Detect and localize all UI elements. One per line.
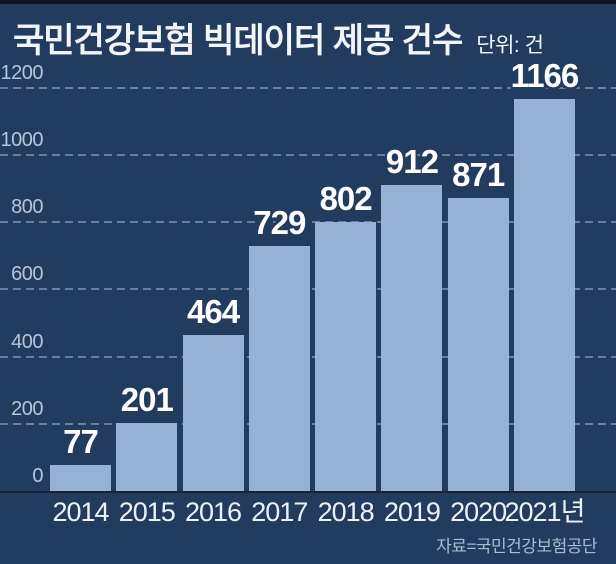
y-axis-tick-label-1200: 1200 xyxy=(0,61,44,84)
bar-2014 xyxy=(50,465,111,491)
chart-header: 국민건강보험 빅데이터 제공 건수 단위: 건 xyxy=(13,13,608,62)
y-axis-tick-label-400: 400 xyxy=(11,330,43,353)
bar-value-label-2018: 802 xyxy=(319,179,373,217)
y-axis-tick-label-800: 800 xyxy=(11,196,43,219)
x-axis-label-2014: 2014 xyxy=(52,497,109,527)
x-axis-label-2018: 2018 xyxy=(317,497,375,527)
x-axis-line xyxy=(0,491,616,493)
x-axis-label-2020: 2020 xyxy=(450,497,507,527)
bar-value-label-2021년: 1166 xyxy=(510,57,580,95)
x-axis-label-2016: 2016 xyxy=(185,497,242,527)
gridline-800 xyxy=(0,221,616,224)
y-axis-tick-label-0: 0 xyxy=(32,465,43,487)
bar-value-label-2017: 729 xyxy=(253,204,306,242)
bar-2018 xyxy=(315,221,377,491)
bar-2020 xyxy=(447,198,509,491)
chart-title: 국민건강보험 빅데이터 제공 건수 xyxy=(13,22,463,60)
x-axis-label-2015: 2015 xyxy=(118,497,176,527)
bar-2016 xyxy=(182,335,244,491)
bar-2021년 xyxy=(513,99,575,491)
y-axis-tick-label-1000: 1000 xyxy=(0,129,44,151)
bar-value-label-2016: 464 xyxy=(187,293,240,331)
gridline-1000 xyxy=(0,154,616,156)
top-border-strip xyxy=(0,0,616,4)
x-axis-label-2017: 2017 xyxy=(251,497,308,527)
source-credit: 자료=국민건강보험공단 xyxy=(436,537,597,556)
unit-label: 단위: 건 xyxy=(476,34,544,57)
x-axis-label-2021년: 2021년 xyxy=(504,497,586,527)
gridline-1200 xyxy=(0,86,616,89)
y-axis-tick-label-200: 200 xyxy=(11,397,43,420)
bar-2019 xyxy=(381,184,443,491)
y-axis-tick-label-600: 600 xyxy=(11,263,43,286)
bar-2017 xyxy=(248,246,310,491)
bar-value-label-2014: 77 xyxy=(63,423,99,461)
bar-value-label-2015: 201 xyxy=(120,381,174,419)
bar-2015 xyxy=(116,423,178,491)
x-axis-label-2019: 2019 xyxy=(383,497,441,527)
bar-value-label-2020: 871 xyxy=(452,156,505,194)
bar-value-label-2019: 912 xyxy=(385,142,439,180)
